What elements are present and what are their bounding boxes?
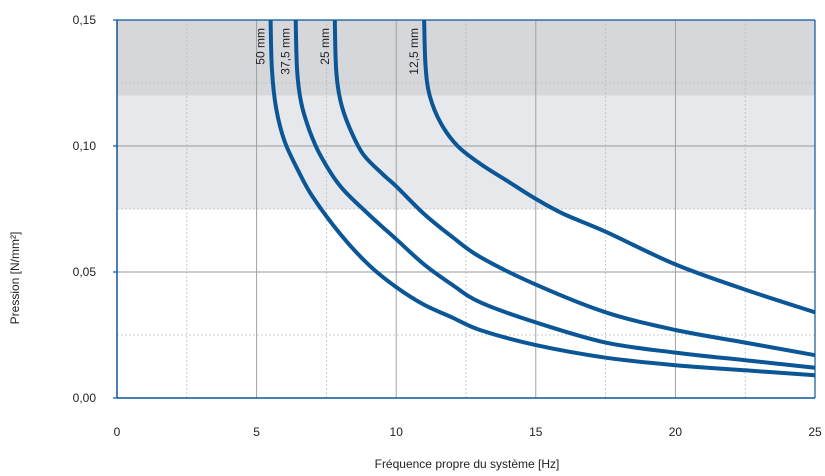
- y-tick-label: 0,15: [73, 13, 97, 27]
- x-tick-label: 15: [529, 425, 543, 439]
- y-tick-label: 0,05: [73, 265, 97, 279]
- y-tick-label: 0,10: [73, 139, 97, 153]
- curve-label: 50 mm: [254, 28, 268, 65]
- curve-3: [332, 19, 816, 358]
- x-tick-label: 0: [114, 425, 121, 439]
- curve-label: 25 mm: [318, 28, 332, 65]
- curve-1: [268, 19, 816, 378]
- curve-label: 37,5 mm: [279, 28, 293, 75]
- curves: [268, 19, 816, 378]
- axes: [113, 19, 816, 399]
- x-axis-title: Fréquence propre du système [Hz]: [375, 457, 560, 471]
- curve-label: 12,5 mm: [407, 28, 421, 75]
- x-tick-label: 20: [669, 425, 683, 439]
- x-tick-label: 25: [808, 425, 822, 439]
- y-axis-title: Pression [N/mm²]: [8, 232, 22, 325]
- tick-labels: 0 5 10 15 20 25 0,00 0,05 0,10 0,15: [73, 13, 822, 439]
- grid-lines: [117, 20, 815, 398]
- x-tick-label: 5: [253, 425, 260, 439]
- curve-4: [422, 19, 816, 315]
- x-tick-label: 10: [390, 425, 404, 439]
- curve-labels: 50 mm 37,5 mm 25 mm 12,5 mm: [254, 28, 422, 75]
- curve-2: [293, 19, 816, 370]
- y-tick-label: 0,00: [73, 391, 97, 405]
